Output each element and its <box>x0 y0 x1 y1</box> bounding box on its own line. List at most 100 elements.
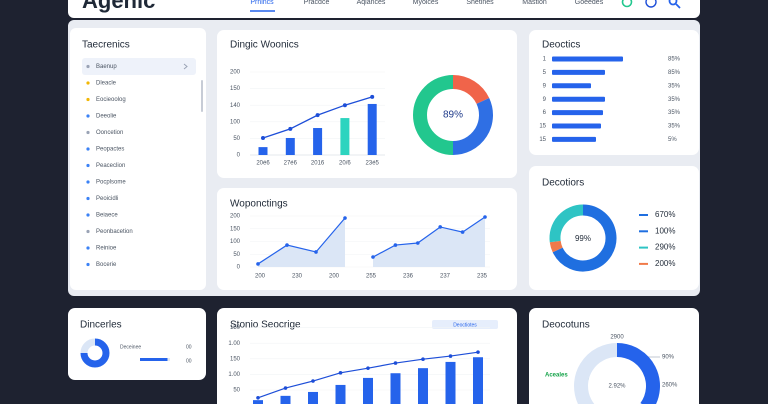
line-point <box>366 366 370 370</box>
row-label: 1 <box>543 57 547 63</box>
line-point <box>315 113 320 118</box>
item-label[interactable]: Ooncetion <box>96 130 123 136</box>
item-label[interactable]: Peopactes <box>96 147 124 153</box>
y-tick-label: 50 <box>233 136 240 142</box>
line-point <box>314 250 318 254</box>
nav-item[interactable]: Aqlances <box>357 0 386 6</box>
line-point <box>285 243 289 247</box>
item-label[interactable]: Deeolie <box>96 114 117 120</box>
item-label[interactable]: Baenup <box>96 64 117 70</box>
x-tick-label: 2016 <box>311 161 325 167</box>
item-label[interactable]: Pocplsome <box>96 180 126 186</box>
bar <box>313 128 323 155</box>
donut-segment <box>452 75 490 105</box>
bar <box>253 400 263 404</box>
row-value: 35% <box>668 97 681 103</box>
item-dot <box>86 114 90 118</box>
card-title: Woponctings <box>230 199 288 210</box>
donut-segment <box>452 97 493 155</box>
row-label: 9 <box>543 83 547 89</box>
line-point <box>476 350 480 354</box>
nav-item[interactable]: Myolces <box>413 0 439 6</box>
item-label[interactable]: Beiaece <box>96 213 118 219</box>
row-value: 5% <box>668 137 677 143</box>
item-dot <box>86 147 90 151</box>
item-dot <box>86 81 90 85</box>
bar <box>552 110 603 116</box>
nav-item[interactable]: Mastion <box>522 0 547 6</box>
row-label: 6 <box>543 110 547 116</box>
side-label: 00 <box>186 358 192 364</box>
item-label[interactable]: Bocerie <box>96 262 117 268</box>
x-tick-label: 200 <box>255 274 266 280</box>
line-point <box>261 135 265 140</box>
donut-segment <box>549 240 563 253</box>
line-point <box>256 262 260 266</box>
bar <box>390 373 401 404</box>
line-point <box>338 371 343 375</box>
y-tick-label: 100 <box>230 239 241 245</box>
donut-segment <box>413 75 454 155</box>
item-dot <box>86 97 90 102</box>
side-label: 00 <box>186 344 192 350</box>
nav-item[interactable]: Pracdce <box>304 0 330 6</box>
legend-label: 200% <box>655 259 675 268</box>
item-label[interactable]: Eocieoolog <box>96 97 126 103</box>
x-tick-label: 237 <box>440 274 451 280</box>
x-tick-label: 200 <box>329 274 340 280</box>
bar <box>367 103 377 155</box>
row-value: 35% <box>668 110 681 116</box>
bar <box>418 368 428 404</box>
nav-item[interactable]: Goeedes <box>575 0 604 6</box>
legend-label: 290% <box>655 243 675 252</box>
nav-item[interactable]: Shetines <box>466 0 494 6</box>
item-label[interactable]: Reinioe <box>96 246 117 252</box>
bar <box>552 83 591 89</box>
x-tick-label: 230 <box>292 274 303 280</box>
line-point <box>343 216 347 220</box>
chevron <box>183 63 188 70</box>
line-point <box>311 379 315 383</box>
button-bg[interactable] <box>432 320 498 329</box>
row-value: 35% <box>668 124 681 130</box>
y-tick-label: 1.00 <box>228 341 240 347</box>
right-label: 90% <box>662 355 675 361</box>
nav-item[interactable]: Prnincs <box>250 0 274 6</box>
x-tick-label: 20/6 <box>339 161 351 167</box>
item-label[interactable]: Dleacle <box>96 81 117 87</box>
bar <box>340 118 350 155</box>
icon-status[interactable] <box>621 0 633 8</box>
line-point <box>288 126 293 131</box>
item-dot <box>86 229 90 234</box>
button-label[interactable]: Deoctiotes <box>453 322 477 328</box>
card-title: Deoctics <box>542 40 580 51</box>
item-label: Deceinee <box>120 344 141 350</box>
selected-row[interactable] <box>82 58 196 75</box>
line-point <box>483 215 487 219</box>
line <box>372 216 486 258</box>
card-title: Deocotuns <box>542 320 590 331</box>
item-label[interactable]: Peoicidli <box>96 196 118 202</box>
bar <box>258 147 268 155</box>
line-point <box>256 396 260 400</box>
line-point <box>421 357 425 361</box>
row-label: 9 <box>543 97 547 103</box>
header-bar <box>68 0 700 18</box>
donut-segment <box>616 343 660 404</box>
area <box>258 218 345 267</box>
item-label[interactable]: Peaceclion <box>96 163 125 169</box>
x-tick-label: 235 <box>477 274 488 280</box>
icon-profile[interactable] <box>645 0 657 8</box>
row-value: 85% <box>668 70 681 76</box>
item-dot <box>86 262 90 267</box>
top-label: 2900 <box>610 335 624 341</box>
bar <box>552 136 596 142</box>
y-tick-label: 50 <box>233 388 240 394</box>
item-label[interactable]: Peonbacetion <box>96 229 133 235</box>
bar <box>445 361 456 404</box>
legend-label: 670% <box>655 210 675 219</box>
bar <box>473 357 483 404</box>
icon-search[interactable] <box>668 0 678 6</box>
